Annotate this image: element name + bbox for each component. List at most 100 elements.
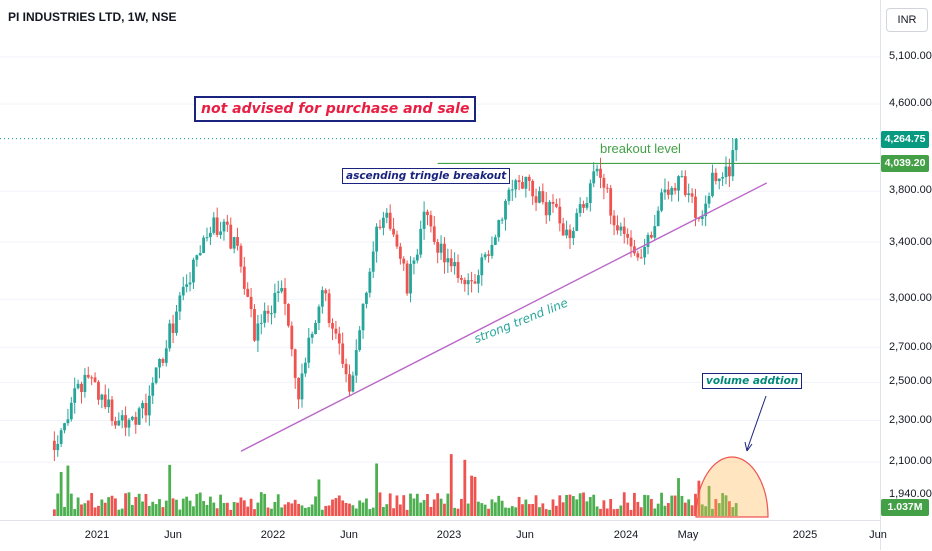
candle-body bbox=[690, 193, 694, 197]
price-tick: 3,400.00 bbox=[889, 236, 932, 248]
price-tick: 3,800.00 bbox=[889, 184, 932, 196]
volume-bar bbox=[76, 497, 80, 516]
time-axis[interactable]: 2021 Jun 2022 Jun 2023 Jun 2024 May 2025… bbox=[0, 520, 887, 551]
candle-body bbox=[171, 323, 175, 333]
candle-body bbox=[195, 255, 199, 260]
volume-bar bbox=[371, 507, 375, 516]
volume-bar bbox=[402, 495, 406, 516]
candle-body bbox=[293, 349, 297, 378]
symbol-title: PI INDUSTRIES LTD, 1W, NSE bbox=[8, 10, 177, 24]
volume-bar bbox=[381, 507, 385, 516]
volume-bar bbox=[734, 503, 738, 516]
volume-bar bbox=[663, 505, 667, 516]
candle-body bbox=[405, 263, 409, 294]
candle-body bbox=[276, 291, 280, 293]
volume-highlight bbox=[695, 456, 769, 518]
candle-body bbox=[666, 189, 670, 195]
volume-tag: 1.037M bbox=[881, 499, 929, 516]
volume-bar bbox=[307, 507, 311, 516]
candle-body bbox=[588, 183, 592, 204]
volume-bar bbox=[436, 493, 440, 516]
time-tick: Jun bbox=[340, 529, 358, 541]
candle-body bbox=[388, 212, 392, 229]
volume-bar bbox=[524, 499, 528, 516]
candle-body bbox=[697, 217, 701, 219]
volume-bar bbox=[449, 454, 453, 516]
volume-bar bbox=[297, 503, 300, 516]
volume-bar bbox=[337, 495, 341, 516]
candle-body bbox=[368, 271, 372, 293]
candle-body bbox=[253, 309, 256, 341]
candle-body bbox=[215, 217, 219, 235]
candle-body bbox=[331, 323, 334, 329]
volume-bar bbox=[575, 499, 579, 516]
volume-bar bbox=[548, 509, 552, 516]
candle-body bbox=[493, 237, 497, 245]
candle-body bbox=[541, 191, 545, 203]
candle-body bbox=[337, 333, 341, 344]
candle-body bbox=[239, 245, 243, 267]
currency-button[interactable]: INR bbox=[886, 8, 928, 32]
candle-body bbox=[256, 323, 260, 341]
candle-body bbox=[463, 279, 467, 285]
candle-body bbox=[259, 322, 263, 324]
volume-bar bbox=[558, 495, 562, 516]
volume-bar bbox=[202, 501, 206, 516]
volume-bar bbox=[683, 502, 687, 516]
price-chart[interactable] bbox=[0, 0, 880, 520]
volume-bar bbox=[100, 499, 104, 516]
price-tick: 2,500.00 bbox=[889, 375, 932, 387]
volume-bar bbox=[341, 500, 345, 516]
volume-bar bbox=[327, 505, 331, 516]
candle-body bbox=[246, 288, 250, 297]
candle-body bbox=[687, 193, 691, 195]
volume-bar bbox=[476, 501, 480, 516]
volume-bar bbox=[700, 504, 704, 516]
price-axis[interactable]: 5,100.00 4,600.00 3,800.00 3,400.00 3,00… bbox=[880, 0, 932, 550]
candle-body bbox=[297, 377, 300, 400]
volume-bar bbox=[398, 504, 402, 516]
volume-bar bbox=[303, 507, 307, 516]
candle-body bbox=[141, 403, 144, 409]
candle-body bbox=[571, 230, 575, 239]
candle-body bbox=[510, 189, 514, 191]
volume-bar bbox=[571, 496, 575, 516]
candle-body bbox=[443, 243, 446, 263]
time-tick: 2023 bbox=[436, 529, 462, 541]
price-tick: 4,600.00 bbox=[889, 97, 932, 109]
price-tick: 2,100.00 bbox=[889, 455, 932, 467]
candle-body bbox=[514, 180, 518, 190]
candle-body bbox=[636, 253, 640, 258]
candle-body bbox=[175, 311, 178, 333]
volume-bar bbox=[365, 498, 368, 516]
candle-body bbox=[398, 246, 402, 259]
candle-body bbox=[660, 192, 663, 211]
time-tick: Jun bbox=[164, 529, 182, 541]
last-price-tag: 4,264.75 bbox=[881, 131, 929, 148]
volume-bar bbox=[222, 502, 226, 516]
volume-bar bbox=[711, 508, 714, 516]
volume-bar bbox=[195, 493, 199, 516]
candle-body bbox=[548, 201, 552, 216]
volume-bar bbox=[609, 499, 613, 516]
volume-bar bbox=[208, 496, 212, 516]
breakout-price-tag: 4,039.20 bbox=[881, 155, 929, 172]
candle-body bbox=[524, 176, 528, 189]
volume-bar bbox=[605, 508, 609, 516]
volume-bar bbox=[555, 505, 558, 516]
candle-body bbox=[429, 215, 433, 227]
candle-body bbox=[225, 221, 229, 225]
candle-body bbox=[358, 330, 362, 351]
volume-bar bbox=[93, 507, 97, 516]
candle-body bbox=[500, 219, 504, 221]
candle-body bbox=[578, 204, 582, 214]
volume-bar bbox=[263, 493, 267, 516]
volume-bar bbox=[97, 505, 100, 516]
candle-body bbox=[320, 290, 324, 307]
candle-body bbox=[229, 224, 233, 249]
volume-bar bbox=[602, 500, 606, 516]
volume-bar bbox=[185, 496, 189, 516]
candle-body bbox=[643, 246, 646, 258]
candle-body bbox=[555, 203, 558, 207]
volume-bar bbox=[517, 496, 521, 516]
